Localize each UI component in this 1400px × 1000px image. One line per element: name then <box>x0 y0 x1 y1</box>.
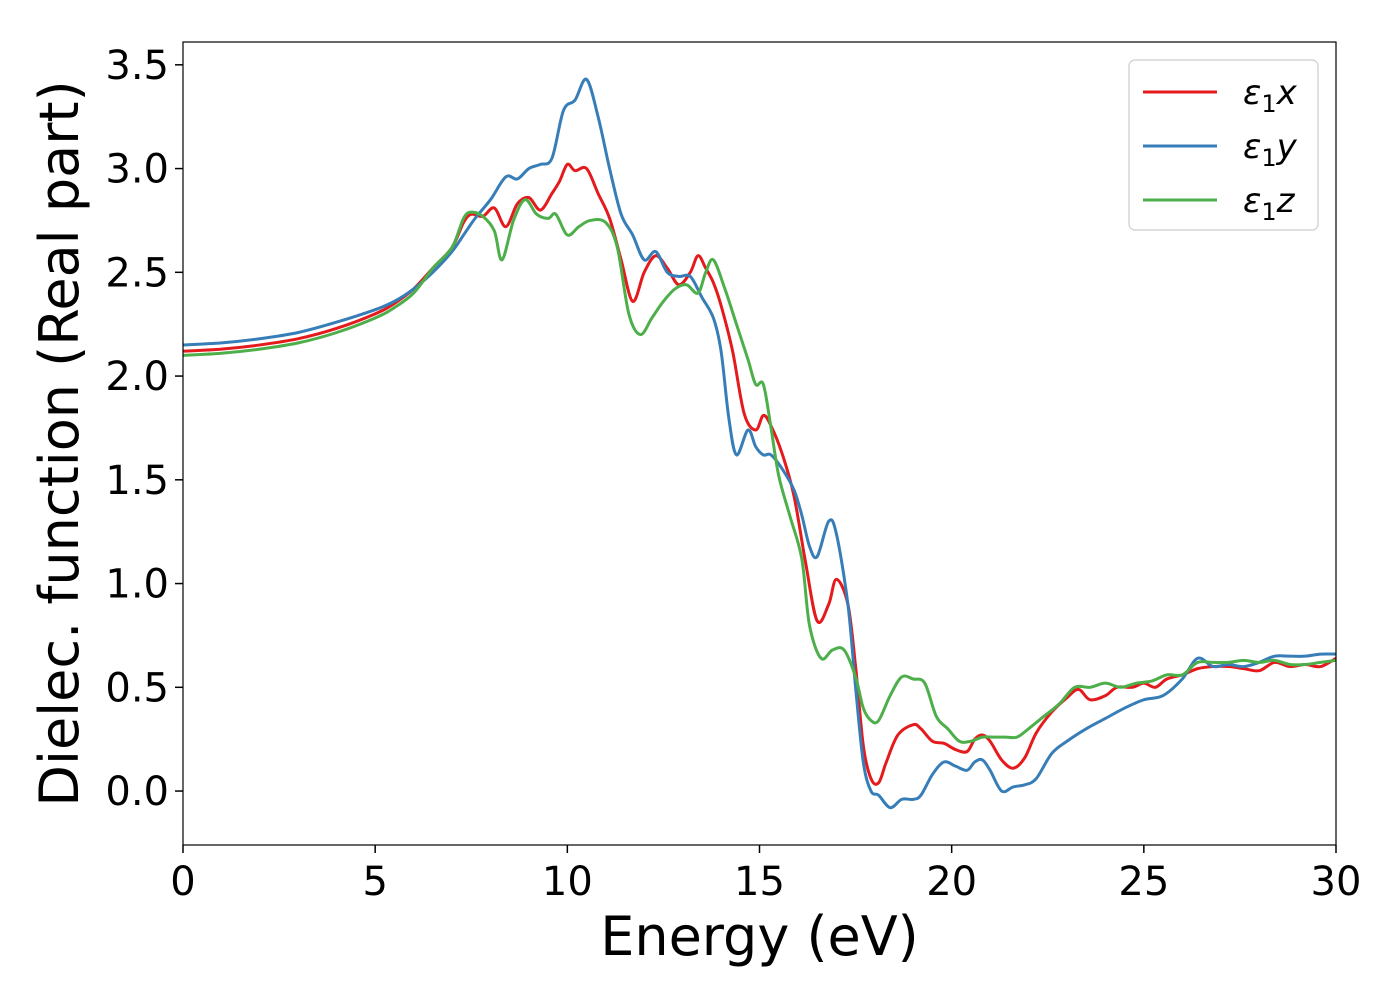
legend-label-x: ε1x <box>1243 73 1298 118</box>
legend-label-z: ε1z <box>1243 181 1296 226</box>
y-tick-label: 0.0 <box>105 769 169 815</box>
y-tick-label: 2.0 <box>105 354 169 400</box>
x-tick-label: 25 <box>1118 859 1169 905</box>
y-tick-label: 3.0 <box>105 147 169 193</box>
series-layer <box>183 77 1336 810</box>
x-tick-label: 5 <box>362 859 387 905</box>
x-tick-label: 30 <box>1311 859 1362 905</box>
series-line-y <box>183 77 1336 810</box>
y-tick-label: 0.5 <box>105 665 169 711</box>
y-tick-label: 1.0 <box>105 562 169 608</box>
y-axis-ticks: 0.0 0.5 1.0 1.5 2.0 2.5 3.0 3.5 <box>105 43 183 815</box>
x-tick-label: 0 <box>170 859 195 905</box>
y-axis-title: Dielec. function (Real part) <box>28 80 91 806</box>
legend-box <box>1128 59 1319 231</box>
legend: ε1x ε1y ε1z <box>1128 59 1319 231</box>
x-tick-label: 10 <box>542 859 593 905</box>
x-axis-title: Energy (eV) <box>600 905 919 968</box>
x-tick-label: 15 <box>734 859 785 905</box>
y-tick-label: 1.5 <box>105 458 169 504</box>
series-line-x <box>183 162 1336 786</box>
y-tick-label: 2.5 <box>105 250 169 296</box>
y-tick-label: 3.5 <box>105 43 169 89</box>
series-line-z <box>183 198 1336 744</box>
legend-label-y: ε1y <box>1243 127 1298 172</box>
x-tick-label: 20 <box>926 859 977 905</box>
x-axis-ticks: 0 5 10 15 20 25 30 <box>170 845 1361 905</box>
